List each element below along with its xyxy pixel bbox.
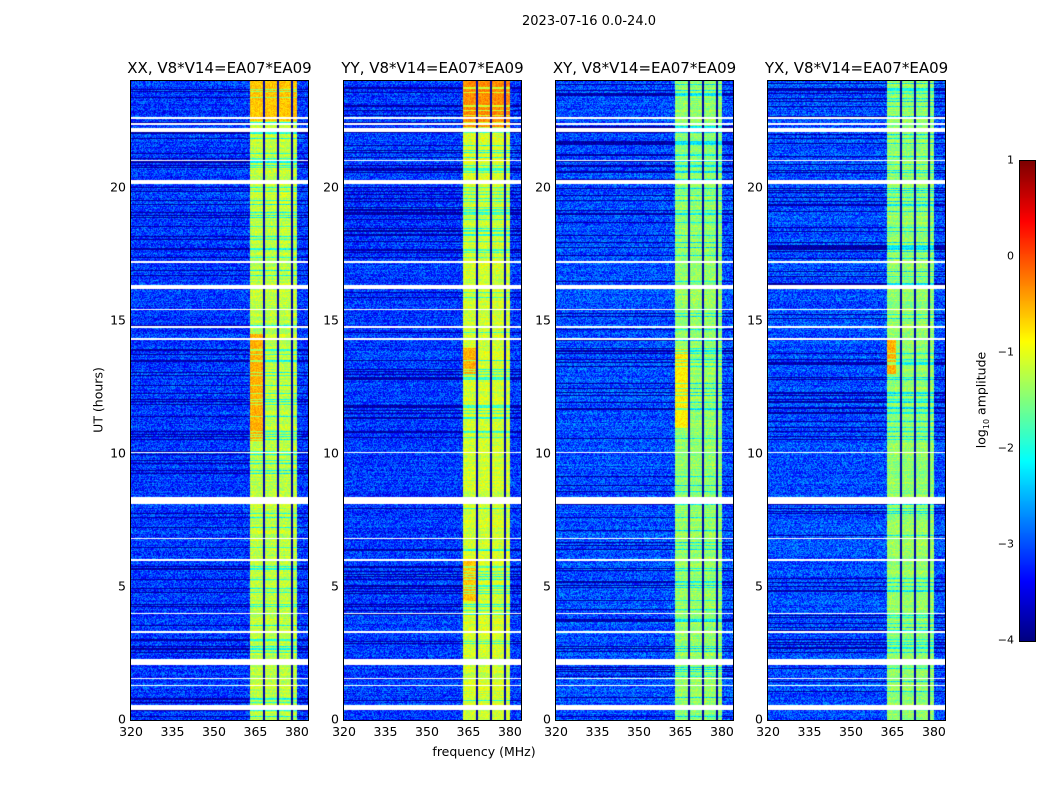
x-tick-label: 335 [160, 724, 185, 739]
colorbar-label: log10 amplitude [973, 352, 991, 448]
heatmap-image [131, 81, 308, 720]
heatmap-panel-0 [130, 80, 309, 721]
y-tick-label: 20 [323, 179, 339, 194]
y-tick-label: 15 [747, 312, 763, 328]
heatmap-panel-1 [343, 80, 522, 721]
heatmap-image [556, 81, 733, 720]
colorbar-tick-label: −1 [997, 345, 1014, 359]
y-tick-label: 0 [755, 711, 763, 727]
x-tick-label: 380 [710, 724, 734, 739]
x-tick-label: 335 [585, 724, 610, 739]
y-tick-label: 5 [118, 578, 126, 594]
x-tick-label: 380 [498, 724, 522, 739]
figure-suptitle: 2023-07-16 0.0-24.0 [522, 14, 656, 29]
colorbar-label-suffix: amplitude [973, 351, 989, 419]
panel-title: YY, V8*V14=EA07*EA09 [341, 59, 524, 77]
x-tick-label: 365 [243, 724, 268, 739]
y-tick-label: 15 [535, 312, 551, 328]
y-tick-label: 20 [110, 179, 126, 194]
x-tick-label: 365 [456, 724, 481, 739]
panel-title: XY, V8*V14=EA07*EA09 [552, 59, 737, 77]
x-tick-label: 320 [119, 724, 143, 739]
y-tick-label: 0 [543, 711, 551, 727]
panel-title: XX, V8*V14=EA07*EA09 [127, 59, 312, 77]
colorbar-gradient [1020, 161, 1035, 641]
heatmap-image [768, 81, 945, 720]
x-tick-label: 320 [332, 724, 356, 739]
y-tick-label: 15 [323, 312, 339, 328]
y-tick-label: 15 [110, 312, 126, 328]
heatmap-image [344, 81, 521, 720]
x-tick-label: 320 [544, 724, 568, 739]
y-tick-label: 0 [331, 711, 339, 727]
y-tick-label: 0 [118, 711, 126, 727]
y-tick-label: 5 [755, 578, 763, 594]
colorbar-tick-label: 0 [1007, 249, 1014, 263]
y-tick-label: 10 [535, 445, 551, 461]
y-tick-label: 5 [543, 578, 551, 594]
x-tick-label: 380 [285, 724, 309, 739]
colorbar-label-prefix: log [973, 429, 989, 449]
y-tick-label: 10 [747, 445, 763, 461]
colorbar-tick-label: −4 [997, 633, 1014, 647]
colorbar [1019, 160, 1036, 642]
panel-title: YX, V8*V14=EA07*EA09 [764, 59, 949, 77]
x-tick-label: 335 [373, 724, 398, 739]
y-tick-label: 20 [747, 179, 763, 194]
x-axis-label: frequency (MHz) [432, 744, 536, 759]
colorbar-label-sub: 10 [981, 418, 991, 430]
colorbar-tick-label: 1 [1007, 153, 1014, 167]
colorbar-tick-label: −2 [997, 441, 1014, 455]
colorbar-tick-label: −3 [997, 537, 1014, 551]
heatmap-panel-3 [767, 80, 946, 721]
heatmap-panel-2 [555, 80, 734, 721]
x-tick-label: 335 [797, 724, 822, 739]
x-tick-label: 350 [839, 724, 863, 739]
y-tick-label: 5 [331, 578, 339, 594]
y-tick-label: 20 [535, 179, 551, 194]
x-tick-label: 365 [880, 724, 905, 739]
x-tick-label: 350 [202, 724, 226, 739]
y-axis-label: UT (hours) [90, 367, 106, 433]
x-tick-label: 320 [756, 724, 780, 739]
y-tick-label: 10 [323, 445, 339, 461]
x-tick-label: 350 [627, 724, 651, 739]
x-tick-label: 350 [415, 724, 439, 739]
x-tick-label: 365 [668, 724, 693, 739]
y-tick-label: 10 [110, 445, 126, 461]
x-tick-label: 380 [922, 724, 946, 739]
